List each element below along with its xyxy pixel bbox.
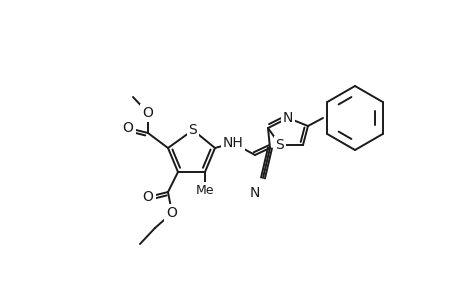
Text: O: O bbox=[122, 121, 133, 135]
Text: Me: Me bbox=[196, 184, 214, 196]
Text: N: N bbox=[282, 111, 292, 125]
Text: S: S bbox=[188, 123, 197, 137]
Text: N: N bbox=[249, 186, 260, 200]
Text: S: S bbox=[275, 138, 284, 152]
Text: NH: NH bbox=[222, 136, 243, 150]
Text: O: O bbox=[142, 190, 153, 204]
Text: O: O bbox=[142, 106, 153, 120]
Text: O: O bbox=[166, 206, 177, 220]
